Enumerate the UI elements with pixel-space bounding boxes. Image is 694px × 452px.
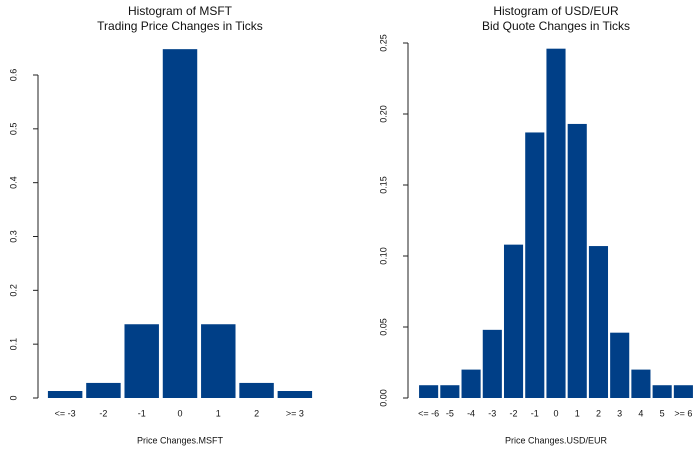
bar <box>440 385 459 398</box>
bar <box>631 370 650 398</box>
bar <box>48 391 82 398</box>
bar <box>674 385 693 398</box>
bar <box>483 330 502 398</box>
x-tick-label: -2 <box>99 408 107 418</box>
x-tick-label: -5 <box>446 408 454 418</box>
y-tick-label: 0.25 <box>378 34 388 52</box>
y-tick-label: 0.1 <box>8 338 18 351</box>
x-tick-label: 5 <box>660 408 665 418</box>
x-tick-label: 4 <box>638 408 643 418</box>
x-tick-label: 1 <box>216 408 221 418</box>
y-tick-label: 0 <box>8 395 18 400</box>
x-tick-label: 0 <box>177 408 182 418</box>
bar <box>86 383 120 398</box>
x-tick-label: -4 <box>467 408 475 418</box>
chart-subtitle: Trading Price Changes in Ticks <box>97 19 263 33</box>
y-tick-label: 0.05 <box>378 318 388 336</box>
x-tick-label: >= 3 <box>286 408 304 418</box>
y-tick-label: 0.3 <box>8 230 18 243</box>
x-tick-label: -2 <box>510 408 518 418</box>
bar <box>278 391 312 398</box>
y-tick-label: 0.2 <box>8 284 18 297</box>
x-tick-label: 0 <box>553 408 558 418</box>
chart-subtitle: Bid Quote Changes in Ticks <box>482 19 630 33</box>
y-tick-label: 0.10 <box>378 247 388 265</box>
bar <box>239 383 273 398</box>
x-tick-label: <= -6 <box>418 408 439 418</box>
x-axis-label: Price Changes.USD/EUR <box>505 435 608 445</box>
y-tick-label: 0.00 <box>378 389 388 407</box>
y-tick-label: 0.5 <box>8 123 18 136</box>
bar <box>589 246 608 398</box>
x-axis-label: Price Changes.MSFT <box>137 435 224 445</box>
x-tick-label: 3 <box>617 408 622 418</box>
bar <box>163 49 197 398</box>
y-tick-label: 0.6 <box>8 69 18 82</box>
chart-title: Histogram of MSFT <box>128 4 233 18</box>
bar <box>419 385 438 398</box>
y-tick-label: 0.20 <box>378 105 388 123</box>
x-tick-label: -1 <box>531 408 539 418</box>
x-tick-label: -1 <box>138 408 146 418</box>
x-tick-label: >= 6 <box>674 408 692 418</box>
bar <box>201 324 235 398</box>
bar <box>124 324 158 398</box>
bar <box>504 245 523 398</box>
y-tick-label: 0.4 <box>8 176 18 189</box>
y-tick-label: 0.15 <box>378 176 388 194</box>
bar <box>546 49 565 398</box>
bar <box>525 132 544 398</box>
x-tick-label: 2 <box>254 408 259 418</box>
bar <box>462 370 481 398</box>
x-tick-label: 2 <box>596 408 601 418</box>
chart-title: Histogram of USD/EUR <box>493 4 619 18</box>
x-tick-label: -3 <box>488 408 496 418</box>
bar <box>653 385 672 398</box>
x-tick-label: 1 <box>575 408 580 418</box>
chart: Histogram of MSFTTrading Price Changes i… <box>0 0 694 452</box>
bar <box>610 333 629 398</box>
bar <box>568 124 587 398</box>
x-tick-label: <= -3 <box>55 408 76 418</box>
